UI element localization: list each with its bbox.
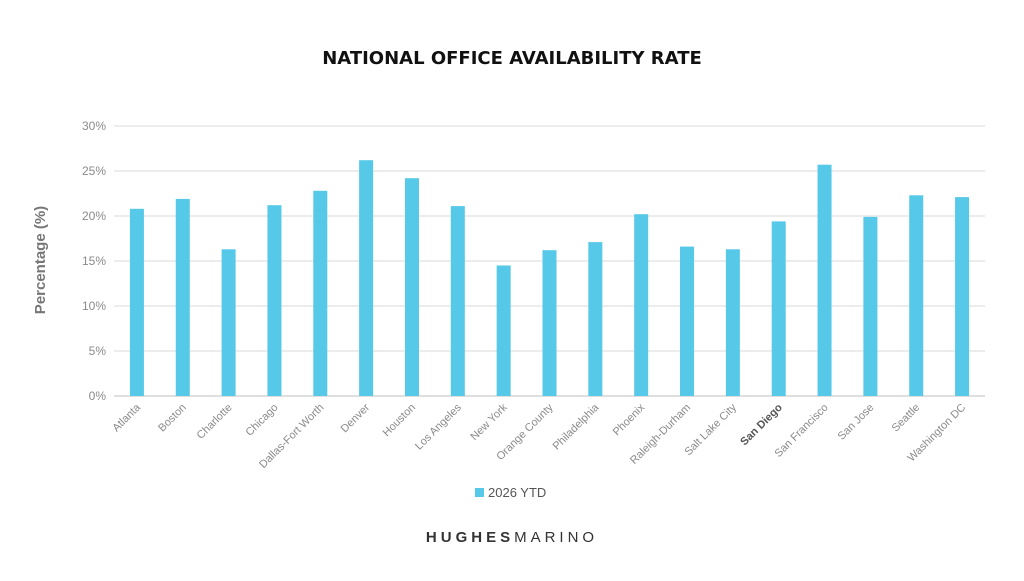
bar (267, 205, 282, 396)
x-tick-label: Seattle (890, 402, 923, 435)
bar (542, 250, 557, 396)
x-tick-label: New York (468, 401, 510, 443)
x-tick-label: Los Angeles (413, 401, 464, 452)
chart-title: NATIONAL OFFICE AVAILABILITY RATE (322, 48, 702, 69)
bars (129, 160, 970, 396)
y-axis-label: Percentage (%) (32, 206, 49, 314)
bar (450, 206, 465, 396)
x-tick-label: Atlanta (110, 401, 143, 434)
legend-swatch (475, 488, 484, 497)
bar (817, 164, 832, 396)
x-tick-label: Philadelphia (551, 401, 602, 452)
y-tick-labels: 0% 5% 10% 15% 20% 25% 30% (82, 119, 106, 403)
bar (680, 246, 695, 396)
bar (588, 242, 603, 396)
x-tick-labels: Atlanta Boston Charlotte ChicagoDallas-Fort… (110, 401, 968, 471)
bar (359, 160, 374, 396)
x-tick-label: Houston (381, 402, 418, 439)
x-tick-label: Boston (156, 402, 189, 435)
bar (313, 190, 328, 396)
x-tick-label: San Diego (738, 401, 785, 448)
y-tick-label: 0% (89, 389, 107, 403)
x-tick-label: Chicago (244, 402, 281, 439)
brand-logo-part1: HUGHES (426, 529, 514, 546)
x-tick-label: San Jose (836, 402, 877, 443)
bar (955, 197, 970, 396)
bar (771, 221, 786, 396)
x-tick-label: Charlotte (195, 402, 235, 442)
y-tick-label: 15% (82, 254, 106, 268)
y-tick-label: 25% (82, 164, 106, 178)
x-tick-label: Denver (339, 401, 373, 435)
brand-logo: HUGHESMARINO (426, 529, 598, 546)
y-tick-label: 20% (82, 209, 106, 223)
y-tick-label: 5% (89, 344, 107, 358)
bar (221, 249, 236, 396)
bar (863, 216, 878, 396)
legend: 2026 YTD (475, 485, 546, 500)
brand-logo-part2: MARINO (514, 529, 598, 546)
y-tick-label: 30% (82, 119, 106, 133)
bar (129, 208, 144, 396)
y-tick-label: 10% (82, 299, 106, 313)
legend-label: 2026 YTD (488, 485, 546, 500)
x-tick-label: Phoenix (611, 401, 648, 438)
bar (909, 195, 924, 396)
bar (496, 265, 511, 396)
bar (175, 198, 190, 396)
bar (404, 178, 419, 396)
bar (725, 249, 740, 396)
bar (634, 214, 649, 396)
